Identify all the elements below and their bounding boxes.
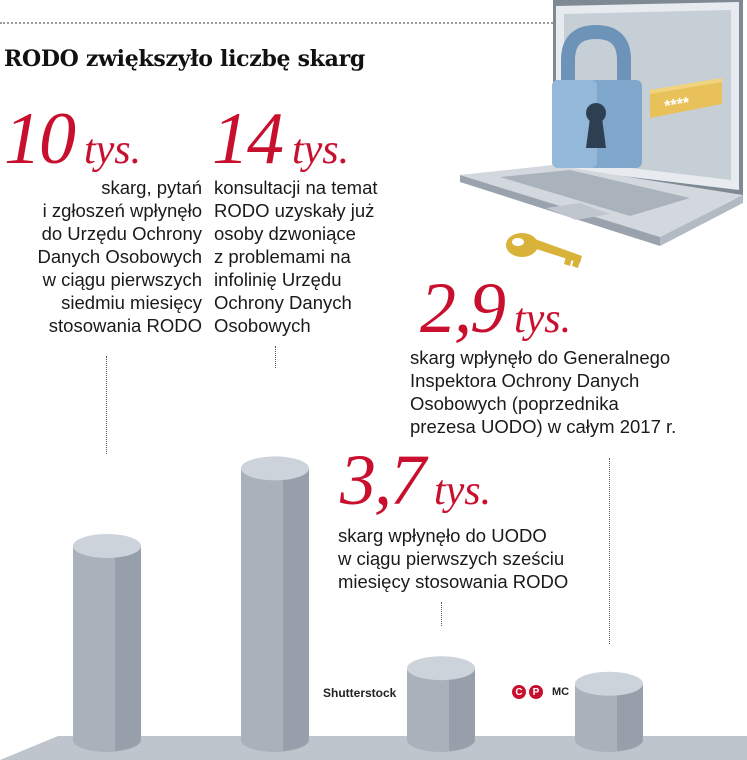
stat-unit-2: tys. <box>292 127 350 173</box>
headline: RODO zwiększyło liczbę skarg <box>4 46 365 72</box>
stat-description-2: konsultacji na temat RODO uzyskały już o… <box>214 176 378 337</box>
chart-bar-4 <box>575 671 643 752</box>
stat-description-4: skarg wpłynęło do UODO w ciągu pierwszyc… <box>338 524 568 593</box>
stat-2-line: Osobowych <box>214 315 311 336</box>
stat-1-line: i zgłoszeń wpłynęło <box>42 200 202 221</box>
copyright-p-icon: P <box>529 685 543 699</box>
stat-2-line: osoby dzwoniące <box>214 223 356 244</box>
cylinder-shade <box>283 468 309 751</box>
stat-value-1: 10 tys. <box>4 102 141 176</box>
stat-2-line: z problemami na <box>214 246 351 267</box>
stat-2-line: konsultacji na temat <box>214 177 378 198</box>
stat-number-3: 2,9 <box>420 268 506 348</box>
key-icon <box>506 233 582 268</box>
top-rule <box>0 22 560 24</box>
stat-1-line: Danych Osobowych <box>37 246 202 267</box>
leader-line-2 <box>275 346 276 368</box>
stat-number-4: 3,7 <box>340 440 426 520</box>
stat-3-line: Osobowych (poprzednika <box>410 393 619 414</box>
stat-unit-4: tys. <box>434 468 492 514</box>
padlock-icon <box>552 24 642 168</box>
chart-floor <box>0 736 747 760</box>
author-initials: MC <box>552 686 570 698</box>
cylinder-shade <box>115 546 141 751</box>
stat-number-1: 10 <box>4 98 76 180</box>
stat-4-line: miesięcy stosowania RODO <box>338 571 569 592</box>
cylinder-top <box>241 456 309 481</box>
stat-description-1: skarg, pytań i zgłoszeń wpłynęło do Urzę… <box>16 176 202 337</box>
chart-bar-1 <box>73 534 141 752</box>
stat-1-line: siedmiu miesięcy <box>61 292 202 313</box>
stat-2-line: infolinię Urzędu <box>214 269 342 290</box>
stat-1-line: w ciągu pierwszych <box>42 269 202 290</box>
leader-line-1 <box>106 356 107 454</box>
chart-bar-2 <box>241 456 309 752</box>
stat-1-line: skarg, pytań <box>101 177 202 198</box>
chart-bar-3 <box>407 656 475 752</box>
password-mask: **** <box>663 94 691 115</box>
cylinder-top <box>575 671 643 696</box>
laptop-lock-illustration: **** <box>460 0 743 268</box>
stat-block-3: 2,9 tys. skarg wpłynęło do Generalnego In… <box>410 272 676 437</box>
password-field-icon: **** <box>650 78 722 118</box>
stat-number-2: 14 <box>212 98 284 180</box>
stat-2-line: RODO uzyskały już <box>214 200 375 221</box>
stat-4-line: skarg wpłynęło do UODO <box>338 525 547 546</box>
stat-unit-1: tys. <box>84 127 142 173</box>
stat-value-2: 14 tys. <box>212 102 349 176</box>
stat-value-4: 3,7 tys. <box>340 444 491 516</box>
cylinder-top <box>407 656 475 681</box>
stat-description-3: skarg wpłynęło do Generalnego Inspektora… <box>410 346 676 438</box>
stat-3-line: skarg wpłynęło do Generalnego <box>410 347 671 368</box>
photo-credit: Shutterstock <box>323 686 397 700</box>
stat-3-line: prezesa UODO) w całym 2017 r. <box>410 416 677 437</box>
copyright-credit: C P MC <box>512 685 569 699</box>
stat-1-line: do Urzędu Ochrony <box>41 223 202 244</box>
stat-block-1: 10 tys. skarg, pytań i zgłoszeń wpłynęło … <box>4 102 202 336</box>
stat-block-4: 3,7 tys. skarg wpłynęło do UODO w ciągu p… <box>338 444 568 592</box>
stat-unit-3: tys. <box>514 296 572 342</box>
cylinder-top <box>73 534 141 558</box>
stat-3-line: Inspektora Ochrony Danych <box>410 370 640 391</box>
stat-4-line: w ciągu pierwszych sześciu <box>338 548 565 569</box>
stat-block-2: 14 tys. konsultacji na temat RODO uzyskał… <box>212 102 378 336</box>
stat-value-3: 2,9 tys. <box>420 272 571 344</box>
copyright-c-icon: C <box>512 685 526 699</box>
cylinder-shade <box>449 668 475 751</box>
leader-line-4 <box>441 602 442 626</box>
leader-line-3 <box>609 458 610 644</box>
cylinder-shade <box>617 683 643 751</box>
stat-1-line: stosowania RODO <box>48 315 202 336</box>
stat-2-line: Ochrony Danych <box>214 292 352 313</box>
